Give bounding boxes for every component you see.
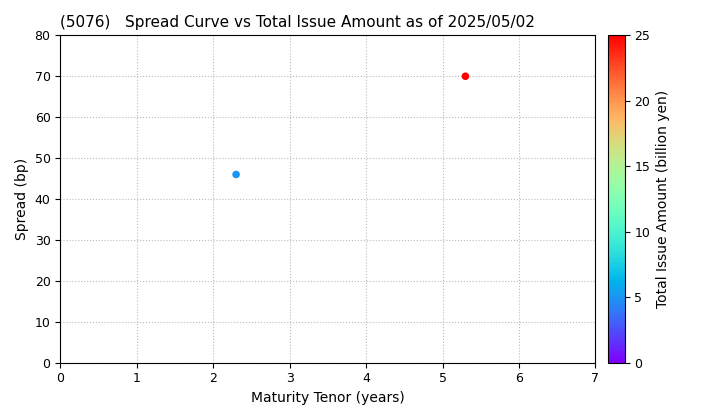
- Y-axis label: Total Issue Amount (billion yen): Total Issue Amount (billion yen): [656, 90, 670, 308]
- Y-axis label: Spread (bp): Spread (bp): [15, 158, 29, 240]
- Point: [230, 171, 242, 178]
- Text: (5076)   Spread Curve vs Total Issue Amount as of 2025/05/02: (5076) Spread Curve vs Total Issue Amoun…: [60, 15, 535, 30]
- X-axis label: Maturity Tenor (years): Maturity Tenor (years): [251, 391, 405, 405]
- Point: [459, 73, 471, 80]
